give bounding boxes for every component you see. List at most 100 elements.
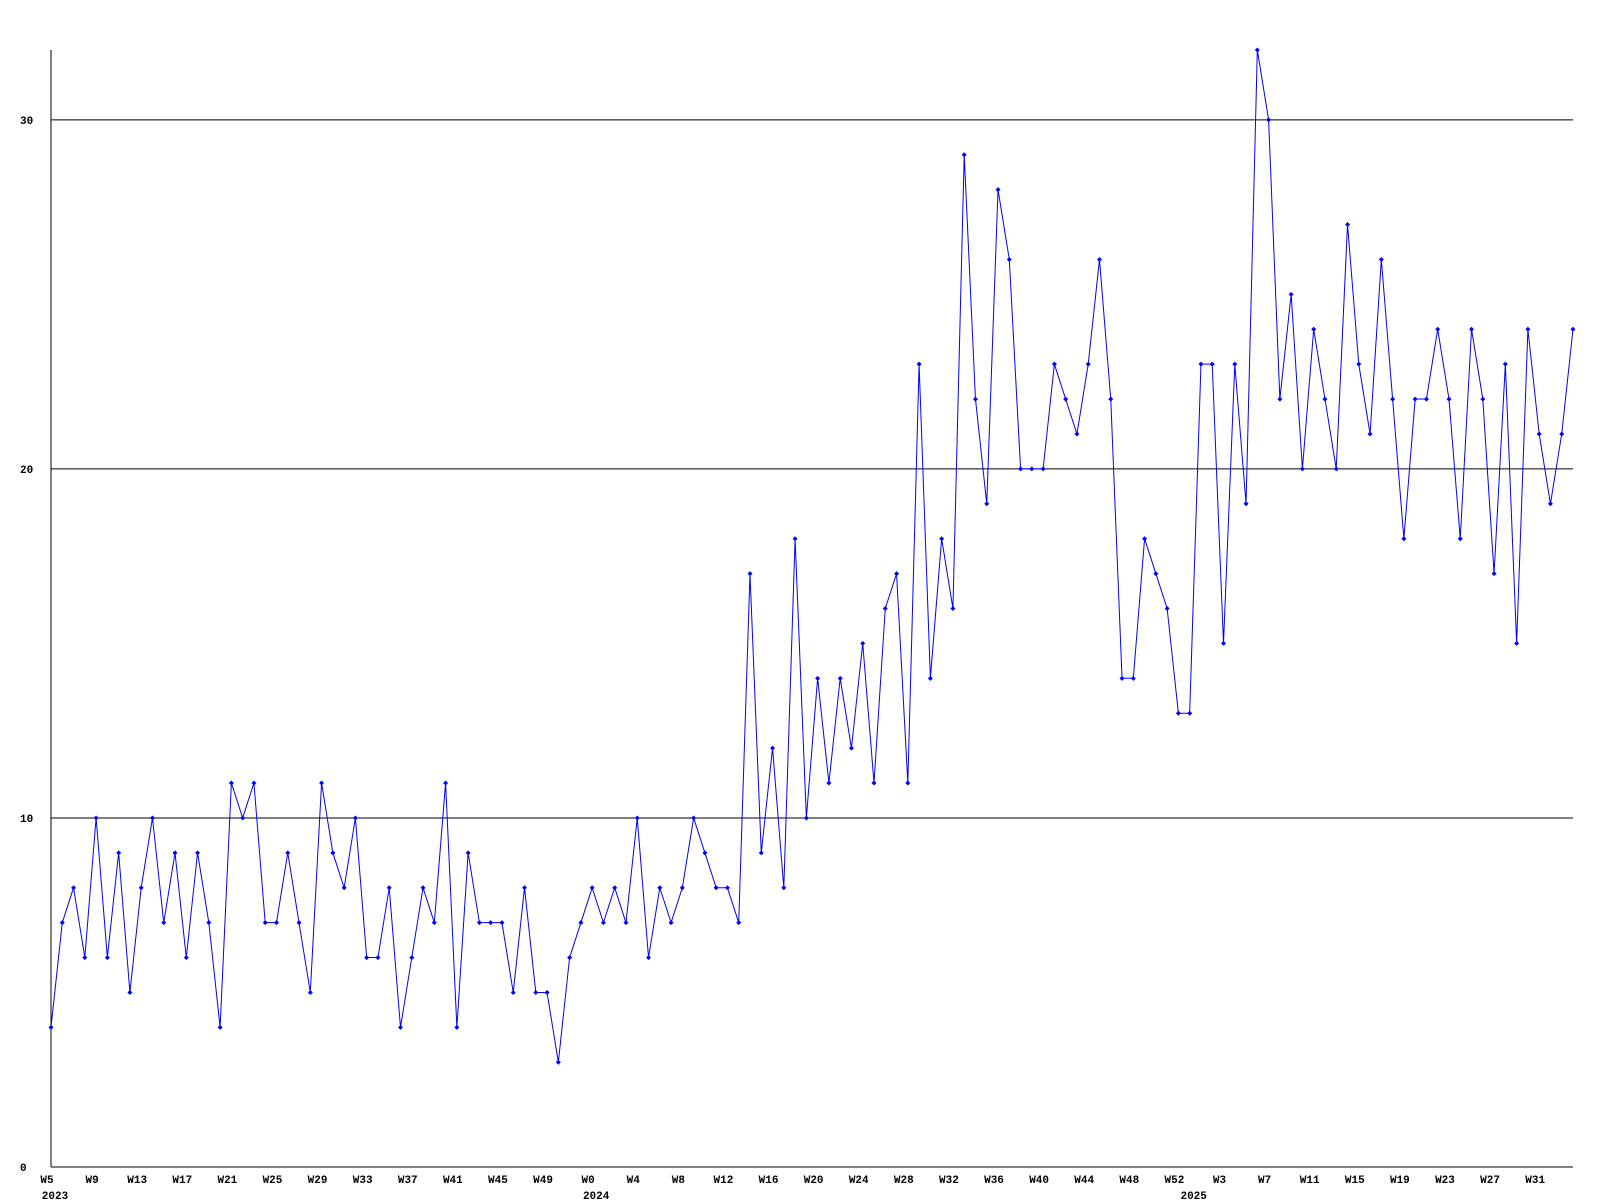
data-point — [882, 606, 888, 611]
data-point — [499, 920, 505, 926]
data-point — [1164, 606, 1170, 611]
data-point — [758, 850, 764, 856]
data-point — [1491, 571, 1497, 577]
data-point — [1142, 536, 1148, 542]
data-point — [1074, 431, 1080, 437]
data-point — [161, 920, 167, 926]
data-point — [1119, 675, 1125, 681]
data-point — [296, 920, 302, 926]
x-tick-label: W13 — [127, 1175, 147, 1187]
data-point — [961, 152, 967, 158]
data-point — [1232, 361, 1238, 367]
data-point — [1175, 710, 1181, 716]
data-point — [1367, 431, 1373, 437]
x-tick-label: W11 — [1300, 1175, 1320, 1187]
data-point — [409, 955, 415, 961]
data-point — [149, 815, 155, 821]
data-point — [600, 920, 606, 926]
x-tick-label: W5 — [40, 1175, 54, 1187]
data-point — [578, 920, 584, 926]
data-point — [612, 885, 618, 891]
x-tick-label: W20 — [804, 1175, 824, 1187]
data-point — [623, 920, 629, 926]
data-point — [1006, 256, 1012, 262]
data-point — [848, 745, 854, 751]
x-tick-label: W28 — [894, 1175, 914, 1187]
data-point — [454, 1024, 460, 1030]
data-point — [589, 885, 595, 891]
data-point — [1187, 710, 1193, 716]
data-point — [916, 361, 922, 367]
data-point — [1469, 326, 1475, 332]
y-tick-label: 20 — [20, 465, 33, 477]
data-point — [228, 780, 234, 786]
data-point — [1063, 396, 1069, 402]
x-tick-label: W25 — [263, 1175, 283, 1187]
data-point — [127, 989, 133, 995]
data-point — [93, 815, 99, 821]
data-point — [1435, 326, 1441, 332]
data-point — [1254, 47, 1260, 53]
data-point — [1108, 396, 1114, 402]
x-tick-label: W44 — [1074, 1175, 1094, 1187]
data-point — [1570, 326, 1576, 332]
x-tick-label: W29 — [308, 1175, 328, 1187]
data-point — [984, 501, 990, 507]
data-point — [555, 1059, 561, 1065]
x-tick-label: W32 — [939, 1175, 959, 1187]
data-point — [860, 640, 866, 646]
data-point — [1536, 431, 1542, 437]
data-point — [375, 955, 381, 961]
data-point — [871, 780, 877, 786]
data-point — [1085, 361, 1091, 367]
data-point — [273, 920, 279, 926]
data-point — [972, 396, 978, 402]
x-tick-label: W19 — [1390, 1175, 1410, 1187]
data-point — [522, 885, 528, 891]
x-tick-label: W7 — [1258, 1175, 1271, 1187]
data-point — [826, 780, 832, 786]
data-point — [330, 850, 336, 856]
data-point — [82, 955, 88, 961]
year-label: 2023 — [42, 1191, 69, 1200]
data-point — [420, 885, 426, 891]
data-point — [195, 850, 201, 856]
x-tick-label: W49 — [533, 1175, 553, 1187]
data-point — [1333, 466, 1339, 472]
x-tick-label: W41 — [443, 1175, 463, 1187]
x-tick-label: W8 — [672, 1175, 686, 1187]
data-point — [364, 955, 370, 961]
x-tick-label: W23 — [1435, 1175, 1455, 1187]
x-tick-label: W40 — [1029, 1175, 1049, 1187]
data-point — [1288, 291, 1294, 297]
data-point — [691, 815, 697, 821]
x-tick-label: W37 — [398, 1175, 418, 1187]
data-point — [251, 780, 257, 786]
data-point — [781, 885, 787, 891]
data-point — [217, 1024, 223, 1030]
data-point — [1423, 396, 1429, 402]
data-point — [803, 815, 809, 821]
data-point — [510, 989, 516, 995]
data-point — [1378, 256, 1384, 262]
x-tick-label: W24 — [849, 1175, 869, 1187]
data-point — [1502, 361, 1508, 367]
data-point — [747, 571, 753, 577]
data-point — [1221, 640, 1227, 646]
data-point — [544, 989, 550, 995]
data-point — [1209, 361, 1215, 367]
data-point — [1096, 256, 1102, 262]
data-point — [307, 989, 313, 995]
data-point — [770, 745, 776, 751]
data-point — [104, 955, 110, 961]
data-point — [567, 955, 573, 961]
data-point — [116, 850, 122, 856]
data-point — [431, 920, 437, 926]
data-point — [837, 675, 843, 681]
data-point — [1130, 675, 1136, 681]
data-point — [1446, 396, 1452, 402]
data-point — [1277, 396, 1283, 402]
data-point — [138, 885, 144, 891]
data-point — [1480, 396, 1486, 402]
